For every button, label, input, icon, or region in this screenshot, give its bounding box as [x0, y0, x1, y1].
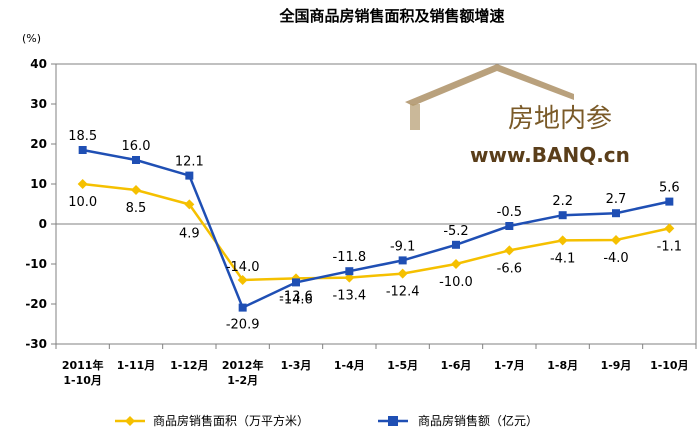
x-tick-label: 2012年	[222, 358, 264, 372]
series-line-1	[82, 148, 670, 310]
data-label: -13.6	[279, 289, 313, 304]
data-point	[452, 240, 460, 249]
data-point	[557, 235, 568, 246]
data-label: -10.0	[439, 275, 473, 290]
data-point	[185, 171, 194, 180]
legend-label-area: 商品房销售面积（万平方米）	[153, 413, 309, 428]
data-point	[504, 245, 515, 256]
x-tick-label: 1-6月	[441, 359, 472, 372]
x-tick-label: 1-9月	[601, 359, 632, 372]
data-point	[78, 146, 87, 154]
data-point	[451, 259, 461, 269]
data-label: 4.9	[179, 226, 200, 241]
y-tick-label: 20	[30, 137, 47, 151]
legend: 商品房销售面积（万平方米） 商品房销售额（亿元）	[115, 413, 538, 428]
y-tick-label: 30	[30, 97, 47, 111]
watermark-roof-icon	[405, 64, 574, 106]
series-line-0	[82, 182, 670, 282]
data-point	[398, 256, 407, 265]
y-tick-label: -20	[25, 297, 47, 311]
legend-item-area: 商品房销售面积（万平方米）	[115, 413, 309, 428]
data-point	[132, 156, 140, 164]
x-tick-label: 1-7月	[494, 359, 525, 372]
data-point	[558, 211, 567, 220]
data-label: -11.8	[333, 250, 367, 265]
y-tick-label: -10	[25, 257, 47, 271]
data-label: 16.0	[122, 139, 151, 154]
data-label: -0.5	[497, 205, 522, 220]
legend-item-amount: 商品房销售额（亿元）	[378, 413, 538, 428]
data-label: -5.2	[443, 224, 468, 239]
data-point	[505, 222, 514, 230]
data-label: 8.5	[126, 201, 147, 216]
x-tick-label: 1-2月	[227, 374, 258, 387]
data-point	[237, 275, 248, 285]
data-label: -9.1	[390, 239, 415, 254]
x-tick-label: 2011年	[62, 358, 104, 372]
data-label: -12.4	[386, 285, 420, 300]
data-point	[184, 199, 195, 210]
y-tick-label: 40	[30, 57, 47, 71]
x-tick-label: 1-3月	[281, 359, 312, 372]
legend-label-amount: 商品房销售额（亿元）	[418, 413, 538, 428]
data-labels-layer: 10.0 8.5 4.9 -14.0 -13.6 -13.4 -12.4 -10.0 -6.6 -…	[68, 129, 682, 333]
data-point	[665, 197, 674, 206]
data-label: 5.6	[659, 181, 680, 196]
data-label: 2.2	[552, 194, 573, 209]
data-label: 12.1	[175, 155, 204, 170]
data-point	[611, 235, 621, 245]
x-tick-label: 1-5月	[387, 359, 418, 372]
data-point	[345, 267, 354, 276]
data-label: -20.9	[226, 318, 260, 333]
y-tick-label: -30	[25, 337, 47, 351]
data-label: -6.6	[497, 261, 522, 276]
data-label: 2.7	[606, 192, 627, 207]
axes: 40 30 20 10 0 -10 -20 -30 2011年 1-10月 1-11月 1-12月 20…	[25, 57, 697, 387]
data-label: -4.1	[550, 251, 575, 266]
watermark: 房地内参 www.BANQ.cn	[405, 64, 630, 167]
x-tick-label: 1-8月	[547, 359, 578, 372]
data-label: 18.5	[68, 129, 97, 144]
data-point	[664, 223, 675, 234]
watermark-name: 房地内参	[508, 104, 612, 134]
y-tick-label: 0	[39, 217, 47, 231]
chart-title: 全国商品房销售面积及销售额增速	[278, 7, 504, 25]
legend-marker-amount	[388, 416, 398, 426]
data-point	[131, 185, 141, 195]
x-tick-label: 1-10月	[650, 359, 689, 372]
x-tick-label: 1-11月	[117, 359, 156, 372]
watermark-chimney-icon	[410, 104, 420, 130]
x-tick-label: 1-4月	[334, 359, 365, 372]
data-label: -14.0	[226, 260, 260, 275]
data-label: -14.6	[279, 292, 313, 307]
data-point	[612, 209, 620, 218]
series-layer	[77, 146, 675, 312]
watermark-url: www.BANQ.cn	[470, 143, 630, 167]
data-point	[238, 303, 247, 312]
data-label: 10.0	[68, 195, 97, 210]
x-tick-label: 1-12月	[170, 359, 209, 372]
y-axis-unit-label: (%)	[22, 32, 41, 45]
data-point	[292, 278, 300, 287]
data-label: -4.0	[603, 251, 628, 266]
data-point	[397, 268, 408, 279]
data-label: -1.1	[657, 239, 682, 254]
plot-area	[55, 63, 697, 345]
data-label: -13.4	[333, 289, 367, 304]
y-tick-label: 10	[30, 177, 47, 191]
legend-marker-area	[125, 416, 135, 426]
x-tick-label: 1-10月	[63, 374, 102, 387]
data-point	[77, 179, 88, 189]
